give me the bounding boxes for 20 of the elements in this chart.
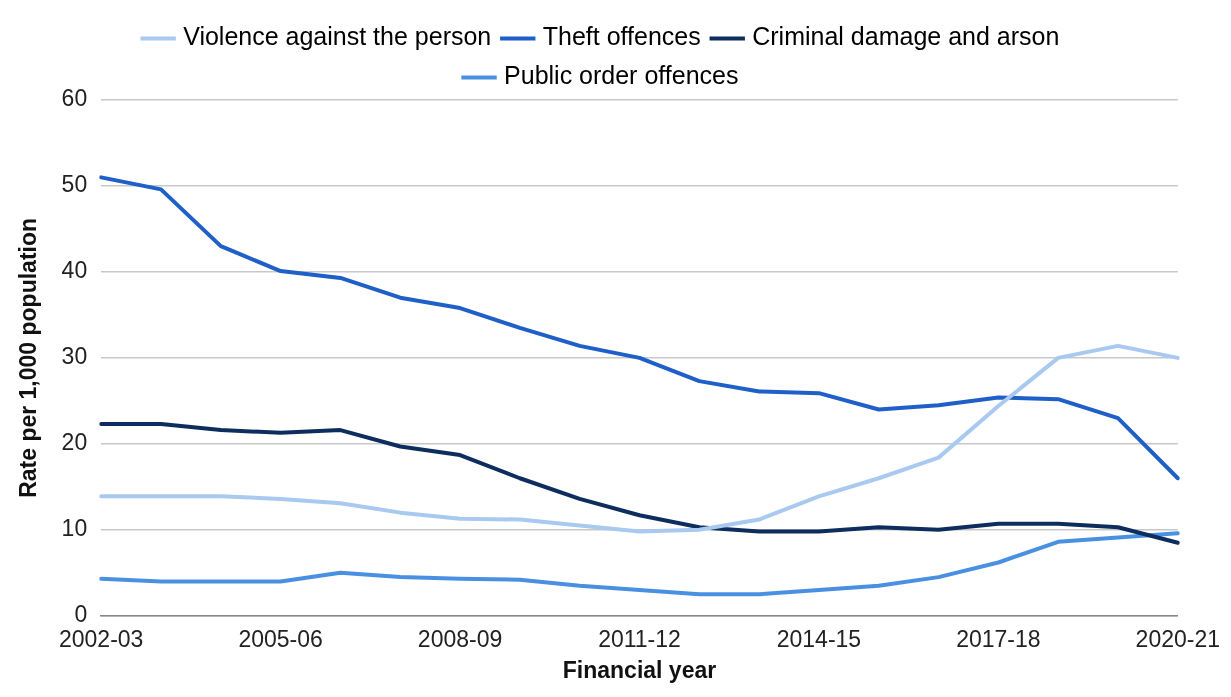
- x-tick-label: 2020-21: [1135, 625, 1221, 652]
- x-tick-label: 2005-06: [238, 625, 323, 652]
- x-tick-label: 2008-09: [417, 625, 503, 652]
- y-tick-label: 60: [61, 85, 88, 112]
- x-tick-label: 2017-18: [956, 625, 1041, 652]
- legend-label: Criminal damage and arson: [752, 22, 1060, 51]
- y-tick-label: 40: [61, 257, 88, 284]
- x-tick-label: 2014-15: [776, 625, 862, 652]
- y-tick-label: 10: [61, 515, 88, 542]
- x-tick-label: 2002-03: [58, 625, 144, 652]
- y-axis-title: Rate per 1,000 population: [15, 217, 42, 498]
- y-tick-label: 30: [61, 343, 88, 370]
- legend-label: Public order offences: [504, 61, 739, 90]
- y-tick-label: 50: [61, 171, 88, 198]
- x-tick-label: 2011-12: [598, 625, 681, 652]
- y-tick-label: 20: [61, 429, 88, 456]
- legend-label: Theft offences: [542, 22, 701, 51]
- x-axis-title: Financial year: [562, 656, 717, 683]
- y-tick-label: 0: [74, 601, 88, 628]
- legend-label: Violence against the person: [183, 22, 492, 51]
